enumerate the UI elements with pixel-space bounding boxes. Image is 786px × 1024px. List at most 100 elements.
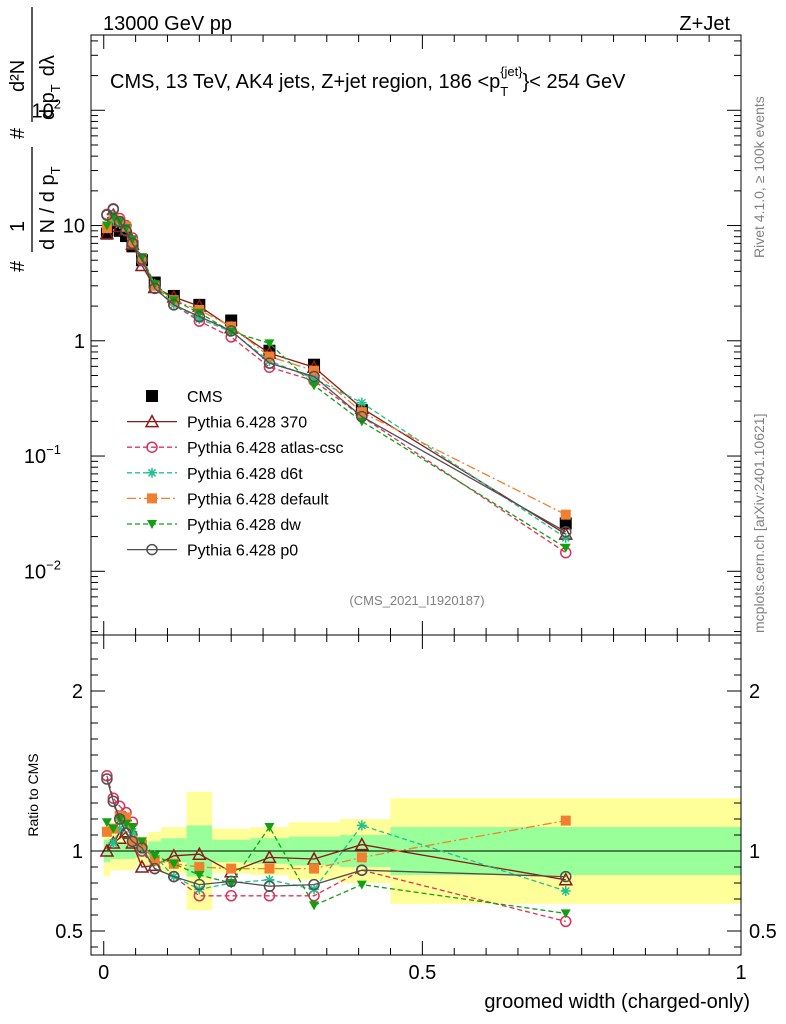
legend-item-pythia-6-428-dw: Pythia 6.428 dw bbox=[127, 517, 301, 534]
ratio-point-pythia-6-428-dw bbox=[194, 871, 205, 880]
point-pythia-6-428-dw bbox=[168, 296, 179, 306]
ratio-point-pythia-6-428-370 bbox=[354, 837, 370, 851]
xlabel: groomed width (charged-only) bbox=[484, 991, 750, 1013]
main-ytick-label: 10−2 bbox=[24, 557, 61, 583]
ratio-point-pythia-6-428-p0 bbox=[136, 842, 148, 854]
ratio-point-pythia-6-428-dw bbox=[136, 837, 147, 847]
legend: CMS Pythia 6.428 370 Pythia 6.428 atlas-cs… bbox=[127, 389, 344, 560]
series-line-pythia-6-428-dw bbox=[106, 215, 567, 549]
ratio-ytick-label-right: 0.5 bbox=[749, 921, 777, 943]
series-line-pythia-6-428-d6t bbox=[106, 219, 567, 539]
ratio-point-pythia-6-428-dw bbox=[309, 901, 320, 911]
ratio-point-pythia-6-428-p0 bbox=[263, 880, 276, 892]
point-pythia-6-428-d6t bbox=[309, 373, 320, 384]
ratio-point-pythia-6-428-dw bbox=[264, 823, 275, 832]
ratio-line-pythia-6-428-dw bbox=[106, 818, 566, 915]
main-ytick-label: 10 bbox=[63, 216, 85, 238]
ratio-axis-ticks: 0.5 0.51 12 20 0.5 1 bbox=[55, 635, 777, 984]
legend-marker bbox=[144, 414, 160, 428]
point-pythia-6-428-p0 bbox=[136, 253, 148, 265]
ratio-point-pythia-6-428-370 bbox=[262, 849, 277, 864]
ratio-point-pythia-6-428-default bbox=[194, 862, 205, 872]
point-pythia-6-428-dw bbox=[560, 543, 571, 553]
ratio-point-pythia-6-428-default bbox=[560, 815, 571, 826]
legend-label: Pythia 6.428 p0 bbox=[187, 543, 298, 560]
ratio-point-pythia-6-428-p0 bbox=[225, 875, 237, 888]
mcplots-label: mcplots.cern.ch [arXiv:2401.10621] bbox=[751, 414, 767, 633]
ratio-point-pythia-6-428-d6t bbox=[108, 838, 119, 848]
ratio-ylabel: Ratio to CMS bbox=[25, 753, 41, 836]
ratio-series-pythia-6-428-dw bbox=[101, 815, 571, 919]
legend-item-pythia-6-428-p0: Pythia 6.428 p0 bbox=[127, 543, 298, 560]
legend-marker bbox=[147, 493, 157, 504]
legend-label: Pythia 6.428 dw bbox=[187, 517, 301, 534]
legend-marker bbox=[146, 441, 158, 453]
ratio-series-layer bbox=[99, 770, 574, 928]
point-pythia-6-428-370 bbox=[99, 226, 115, 240]
ratio-point-pythia-6-428-p0 bbox=[308, 878, 320, 891]
point-pythia-6-428-default bbox=[560, 509, 571, 520]
ratio-point-pythia-6-428-p0 bbox=[148, 862, 161, 875]
ratio-ytick-label-right: 1 bbox=[749, 841, 760, 863]
point-cms bbox=[559, 517, 572, 530]
ratio-panel: 0.5 0.51 12 20 0.5 1 Ratio to CMS groomed wid… bbox=[25, 634, 777, 1013]
point-pythia-6-428-p0 bbox=[168, 299, 180, 311]
energy-label: 13000 GeV pp bbox=[103, 13, 232, 35]
xtick-label: 1 bbox=[735, 962, 746, 984]
point-pythia-6-428-p0 bbox=[120, 225, 132, 237]
legend-label: Pythia 6.428 default bbox=[187, 491, 329, 508]
point-pythia-6-428-dw bbox=[309, 381, 320, 391]
ratio-point-pythia-6-428-d6t bbox=[264, 874, 275, 885]
ratio-point-pythia-6-428-p0 bbox=[113, 813, 126, 825]
point-pythia-6-428-default bbox=[264, 351, 275, 362]
legend-marker bbox=[146, 390, 158, 402]
ratio-point-pythia-6-428-dw bbox=[168, 859, 179, 869]
point-pythia-6-428-p0 bbox=[560, 526, 572, 538]
point-pythia-6-428-dw bbox=[264, 339, 275, 349]
main-ytick-exp: −2 bbox=[46, 557, 61, 572]
ratio-point-pythia-6-428-p0 bbox=[356, 864, 368, 876]
xtick-label: 0.5 bbox=[408, 962, 436, 984]
ratio-point-pythia-6-428-dw bbox=[101, 818, 112, 828]
main-ylabel: # 1 d N / d pT # d²N d pTdλ bbox=[7, 7, 63, 272]
legend-label: Pythia 6.428 d6t bbox=[187, 466, 303, 483]
ratio-point-pythia-6-428-d6t bbox=[560, 886, 571, 896]
point-pythia-6-428-p0 bbox=[225, 325, 237, 337]
rivet-label: Rivet 4.1.0, ≥ 100k events bbox=[751, 96, 767, 258]
series-pythia-6-428-default bbox=[101, 211, 571, 520]
ratio-point-pythia-6-428-dw bbox=[356, 880, 367, 890]
ratio-point-pythia-6-428-p0 bbox=[168, 870, 180, 883]
ratio-point-pythia-6-428-default bbox=[121, 812, 132, 823]
legend-marker bbox=[147, 520, 157, 529]
legend-item-pythia-6-428-default: Pythia 6.428 default bbox=[127, 491, 329, 508]
ylabel-d2n: d²N bbox=[7, 60, 29, 92]
legend-label: Pythia 6.428 atlas-csc bbox=[187, 440, 344, 457]
point-pythia-6-428-p0 bbox=[263, 357, 276, 369]
point-pythia-6-428-p0 bbox=[101, 209, 113, 221]
ratio-point-pythia-6-428-370 bbox=[192, 846, 207, 860]
series-pythia-6-428-370 bbox=[99, 213, 574, 540]
ratio-point-pythia-6-428-default bbox=[101, 826, 112, 837]
ratio-point-pythia-6-428-p0 bbox=[120, 827, 132, 840]
point-pythia-6-428-p0 bbox=[107, 203, 120, 216]
ratio-point-pythia-6-428-p0 bbox=[101, 773, 113, 785]
ylabel-hash-1: # bbox=[7, 260, 29, 272]
point-pythia-6-428-p0 bbox=[193, 310, 206, 323]
legend-label: Pythia 6.428 370 bbox=[187, 415, 307, 432]
ratio-point-pythia-6-428-default bbox=[264, 863, 275, 874]
series-line-pythia-6-428-p0 bbox=[106, 208, 567, 533]
main-series-layer bbox=[99, 202, 574, 559]
main-title: CMS, 13 TeV, AK4 jets, Z+jet region, 186… bbox=[110, 64, 626, 99]
legend-item-pythia-6-428-370: Pythia 6.428 370 bbox=[127, 414, 307, 432]
process-label: Z+Jet bbox=[679, 13, 730, 35]
series-pythia-6-428-atlas-csc bbox=[101, 202, 572, 559]
point-pythia-6-428-p0 bbox=[356, 410, 368, 423]
main-ytick-exp: 2 bbox=[54, 96, 61, 111]
point-pythia-6-428-p0 bbox=[113, 215, 126, 228]
legend-item-pythia-6-428-d6t: Pythia 6.428 d6t bbox=[127, 466, 303, 483]
point-pythia-6-428-default bbox=[309, 365, 320, 376]
point-pythia-6-428-p0 bbox=[148, 282, 161, 295]
